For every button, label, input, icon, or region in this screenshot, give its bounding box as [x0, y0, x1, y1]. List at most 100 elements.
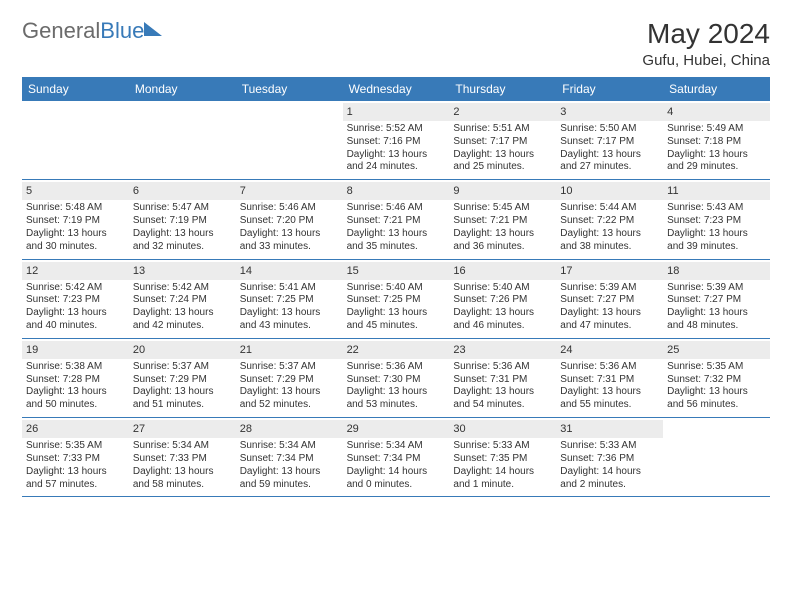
calendar-cell: 26Sunrise: 5:35 AMSunset: 7:33 PMDayligh…	[22, 418, 129, 496]
day-number: 1	[343, 103, 450, 121]
weekday-header: SundayMondayTuesdayWednesdayThursdayFrid…	[22, 77, 770, 101]
sunrise-text: Sunrise: 5:33 AM	[453, 440, 552, 453]
daylight-text: and 54 minutes.	[453, 399, 552, 412]
day-number: 26	[22, 420, 129, 438]
calendar-cell-empty	[22, 101, 129, 179]
brand-text: GeneralBlue	[22, 18, 144, 44]
sunrise-text: Sunrise: 5:36 AM	[560, 361, 659, 374]
calendar-cell: 9Sunrise: 5:45 AMSunset: 7:21 PMDaylight…	[449, 180, 556, 258]
daylight-text: Daylight: 13 hours	[240, 228, 339, 241]
sunset-text: Sunset: 7:35 PM	[453, 453, 552, 466]
daylight-text: Daylight: 13 hours	[26, 466, 125, 479]
day-number: 20	[129, 341, 236, 359]
daylight-text: Daylight: 13 hours	[240, 466, 339, 479]
sunset-text: Sunset: 7:34 PM	[240, 453, 339, 466]
daylight-text: and 42 minutes.	[133, 320, 232, 333]
calendar-cell: 30 Sunrise: 5:33 AMSunset: 7:35 PMDayligh…	[449, 418, 556, 496]
day-number: 11	[663, 182, 770, 200]
daylight-text: and 51 minutes.	[133, 399, 232, 412]
day-number: 8	[343, 182, 450, 200]
day-number: 30	[449, 420, 556, 438]
calendar-cell: 10Sunrise: 5:44 AMSunset: 7:22 PMDayligh…	[556, 180, 663, 258]
daylight-text: and 53 minutes.	[347, 399, 446, 412]
daylight-text: Daylight: 13 hours	[453, 228, 552, 241]
sunrise-text: Sunrise: 5:39 AM	[560, 282, 659, 295]
day-number: 9	[449, 182, 556, 200]
daylight-text: Daylight: 14 hours	[453, 466, 552, 479]
calendar-cell: 12Sunrise: 5:42 AMSunset: 7:23 PMDayligh…	[22, 260, 129, 338]
daylight-text: Daylight: 13 hours	[453, 307, 552, 320]
calendar-cell: 8Sunrise: 5:46 AMSunset: 7:21 PMDaylight…	[343, 180, 450, 258]
sunrise-text: Sunrise: 5:43 AM	[667, 202, 766, 215]
calendar-page: GeneralBlue May 2024 Gufu, Hubei, China …	[0, 0, 792, 509]
day-number: 2	[449, 103, 556, 121]
calendar-cell: 22Sunrise: 5:36 AMSunset: 7:30 PMDayligh…	[343, 339, 450, 417]
calendar-cell: 11Sunrise: 5:43 AMSunset: 7:23 PMDayligh…	[663, 180, 770, 258]
daylight-text: Daylight: 13 hours	[133, 228, 232, 241]
sunset-text: Sunset: 7:19 PM	[26, 215, 125, 228]
sunset-text: Sunset: 7:21 PM	[453, 215, 552, 228]
daylight-text: and 46 minutes.	[453, 320, 552, 333]
day-number: 17	[556, 262, 663, 280]
daylight-text: and 47 minutes.	[560, 320, 659, 333]
calendar-cell: 31Sunrise: 5:33 AMSunset: 7:36 PMDayligh…	[556, 418, 663, 496]
sunset-text: Sunset: 7:22 PM	[560, 215, 659, 228]
day-number: 22	[343, 341, 450, 359]
sunrise-text: Sunrise: 5:46 AM	[240, 202, 339, 215]
sunset-text: Sunset: 7:21 PM	[347, 215, 446, 228]
daylight-text: and 56 minutes.	[667, 399, 766, 412]
calendar-cell: 19Sunrise: 5:38 AMSunset: 7:28 PMDayligh…	[22, 339, 129, 417]
sunrise-text: Sunrise: 5:38 AM	[26, 361, 125, 374]
daylight-text: Daylight: 13 hours	[26, 386, 125, 399]
daylight-text: Daylight: 13 hours	[240, 386, 339, 399]
sunset-text: Sunset: 7:27 PM	[560, 294, 659, 307]
day-number: 16	[449, 262, 556, 280]
sunset-text: Sunset: 7:16 PM	[347, 136, 446, 149]
daylight-text: Daylight: 13 hours	[133, 386, 232, 399]
daylight-text: Daylight: 14 hours	[347, 466, 446, 479]
daylight-text: Daylight: 13 hours	[347, 149, 446, 162]
daylight-text: Daylight: 13 hours	[560, 386, 659, 399]
sunrise-text: Sunrise: 5:35 AM	[667, 361, 766, 374]
sunrise-text: Sunrise: 5:39 AM	[667, 282, 766, 295]
calendar-cell: 23Sunrise: 5:36 AMSunset: 7:31 PMDayligh…	[449, 339, 556, 417]
weekday-label: Tuesday	[236, 77, 343, 101]
calendar-cell: 29Sunrise: 5:34 AMSunset: 7:34 PMDayligh…	[343, 418, 450, 496]
daylight-text: Daylight: 13 hours	[453, 386, 552, 399]
daylight-text: and 32 minutes.	[133, 241, 232, 254]
sunrise-text: Sunrise: 5:48 AM	[26, 202, 125, 215]
calendar-cell: 3Sunrise: 5:50 AMSunset: 7:17 PMDaylight…	[556, 101, 663, 179]
daylight-text: and 45 minutes.	[347, 320, 446, 333]
sunset-text: Sunset: 7:26 PM	[453, 294, 552, 307]
sunrise-text: Sunrise: 5:51 AM	[453, 123, 552, 136]
sunset-text: Sunset: 7:23 PM	[667, 215, 766, 228]
daylight-text: Daylight: 13 hours	[667, 149, 766, 162]
day-number: 13	[129, 262, 236, 280]
page-title: May 2024	[642, 18, 770, 50]
day-number: 27	[129, 420, 236, 438]
day-number: 14	[236, 262, 343, 280]
daylight-text: Daylight: 13 hours	[560, 228, 659, 241]
daylight-text: and 25 minutes.	[453, 161, 552, 174]
daylight-text: and 52 minutes.	[240, 399, 339, 412]
daylight-text: and 39 minutes.	[667, 241, 766, 254]
sunrise-text: Sunrise: 5:36 AM	[453, 361, 552, 374]
weekday-label: Friday	[556, 77, 663, 101]
daylight-text: and 55 minutes.	[560, 399, 659, 412]
brand-part2: Blue	[100, 18, 144, 43]
daylight-text: and 48 minutes.	[667, 320, 766, 333]
calendar-cell: 15Sunrise: 5:40 AMSunset: 7:25 PMDayligh…	[343, 260, 450, 338]
brand-part1: General	[22, 18, 100, 43]
daylight-text: Daylight: 14 hours	[560, 466, 659, 479]
day-number: 31	[556, 420, 663, 438]
daylight-text: and 43 minutes.	[240, 320, 339, 333]
calendar-week: 12Sunrise: 5:42 AMSunset: 7:23 PMDayligh…	[22, 260, 770, 339]
daylight-text: Daylight: 13 hours	[26, 228, 125, 241]
location-subtitle: Gufu, Hubei, China	[642, 52, 770, 69]
sunset-text: Sunset: 7:28 PM	[26, 374, 125, 387]
weekday-label: Sunday	[22, 77, 129, 101]
daylight-text: Daylight: 13 hours	[240, 307, 339, 320]
day-number: 7	[236, 182, 343, 200]
sunset-text: Sunset: 7:36 PM	[560, 453, 659, 466]
sunset-text: Sunset: 7:20 PM	[240, 215, 339, 228]
